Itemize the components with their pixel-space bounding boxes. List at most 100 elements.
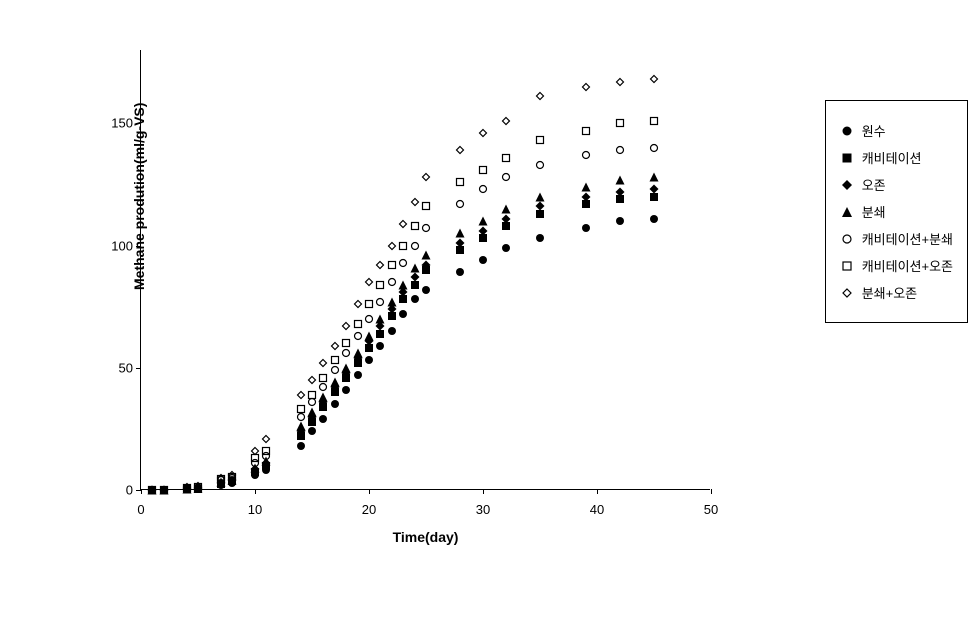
- data-point: [330, 366, 339, 375]
- data-point: [148, 486, 157, 495]
- legend: 원수캐비테이션오존분쇄캐비테이션+분쇄캐비테이션+오존분쇄+오존: [825, 100, 968, 323]
- data-point: [376, 280, 385, 289]
- data-point: [615, 187, 624, 196]
- data-point: [399, 219, 408, 228]
- data-point: [501, 116, 510, 125]
- y-axis-label: Methane prodution(ml/g-VS): [131, 103, 147, 290]
- data-point: [342, 363, 351, 372]
- data-point: [387, 278, 396, 287]
- data-point: [615, 217, 624, 226]
- data-point: [456, 239, 465, 248]
- data-point: [399, 241, 408, 250]
- x-tick-mark: [255, 489, 256, 494]
- data-point: [353, 371, 362, 380]
- data-point: [479, 129, 488, 138]
- data-point: [399, 258, 408, 267]
- data-point: [501, 204, 510, 213]
- data-point: [581, 182, 590, 191]
- data-point: [319, 393, 328, 402]
- data-point: [319, 383, 328, 392]
- data-point: [536, 160, 545, 169]
- data-point: [330, 400, 339, 409]
- data-point: [650, 75, 659, 84]
- data-point: [319, 358, 328, 367]
- data-point: [308, 390, 317, 399]
- y-tick-mark: [136, 123, 141, 124]
- x-tick-label: 50: [704, 502, 718, 517]
- data-point: [456, 229, 465, 238]
- legend-marker-icon: [840, 259, 854, 273]
- data-point: [536, 234, 545, 243]
- data-point: [159, 486, 168, 495]
- data-point: [615, 119, 624, 128]
- legend-label: 오존: [862, 175, 886, 194]
- data-point: [410, 197, 419, 206]
- data-point: [342, 349, 351, 358]
- data-point: [581, 151, 590, 160]
- data-point: [308, 376, 317, 385]
- data-point: [650, 185, 659, 194]
- data-point: [650, 116, 659, 125]
- chart-container: Methane prodution(ml/g-VS) Time(day) 050…: [70, 30, 790, 570]
- x-tick-label: 40: [590, 502, 604, 517]
- data-point: [422, 261, 431, 270]
- legend-item: 분쇄+오존: [840, 283, 953, 302]
- legend-marker-icon: [840, 286, 854, 300]
- data-point: [194, 482, 203, 491]
- data-point: [456, 200, 465, 209]
- data-point: [387, 297, 396, 306]
- data-point: [615, 77, 624, 86]
- legend-marker-icon: [840, 178, 854, 192]
- legend-marker-icon: [840, 232, 854, 246]
- data-point: [456, 178, 465, 187]
- data-point: [650, 214, 659, 223]
- data-point: [581, 224, 590, 233]
- data-point: [387, 261, 396, 270]
- data-point: [262, 446, 271, 455]
- data-point: [319, 373, 328, 382]
- data-point: [353, 332, 362, 341]
- data-point: [479, 165, 488, 174]
- data-point: [399, 280, 408, 289]
- data-point: [262, 434, 271, 443]
- data-point: [536, 136, 545, 145]
- data-point: [308, 407, 317, 416]
- legend-label: 분쇄: [862, 202, 886, 221]
- data-point: [387, 241, 396, 250]
- data-point: [330, 341, 339, 350]
- x-tick-mark: [711, 489, 712, 494]
- data-point: [182, 483, 191, 492]
- data-point: [251, 446, 260, 455]
- y-tick-mark: [136, 246, 141, 247]
- data-point: [422, 285, 431, 294]
- data-point: [342, 322, 351, 331]
- data-point: [479, 256, 488, 265]
- data-point: [342, 339, 351, 348]
- legend-marker-icon: [840, 151, 854, 165]
- data-point: [456, 268, 465, 277]
- legend-label: 캐비테이션: [862, 148, 922, 167]
- data-point: [650, 173, 659, 182]
- data-point: [376, 297, 385, 306]
- data-point: [296, 422, 305, 431]
- x-tick-label: 0: [137, 502, 144, 517]
- data-point: [410, 263, 419, 272]
- x-tick-mark: [597, 489, 598, 494]
- data-point: [330, 378, 339, 387]
- x-tick-label: 10: [248, 502, 262, 517]
- data-point: [422, 251, 431, 260]
- data-point: [650, 143, 659, 152]
- data-point: [581, 192, 590, 201]
- legend-marker-icon: [840, 124, 854, 138]
- data-point: [376, 261, 385, 270]
- data-point: [296, 405, 305, 414]
- data-point: [581, 126, 590, 135]
- y-tick-label: 50: [101, 360, 133, 375]
- data-point: [376, 341, 385, 350]
- data-point: [399, 310, 408, 319]
- data-point: [365, 278, 374, 287]
- y-tick-label: 100: [101, 238, 133, 253]
- data-point: [296, 390, 305, 399]
- legend-item: 캐비테이션+오존: [840, 256, 953, 275]
- x-tick-mark: [141, 489, 142, 494]
